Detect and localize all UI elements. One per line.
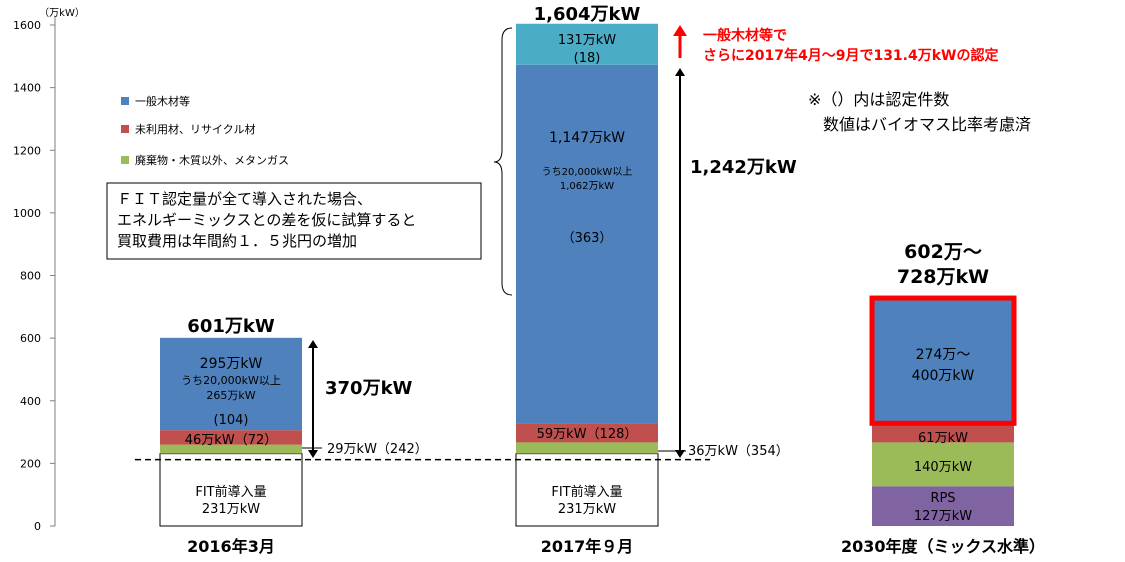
bar-segment bbox=[515, 453, 659, 527]
legend-label: 未利用材、リサイクル材 bbox=[135, 122, 255, 136]
bar-segment bbox=[872, 423, 1014, 443]
segment-label: 140万kW bbox=[914, 460, 972, 475]
segment-label: うち20,000kW以上 bbox=[181, 374, 281, 387]
diff-2016-arrow-head-up bbox=[308, 340, 318, 348]
remark-line: 数値はバイオマス比率考慮済 bbox=[823, 115, 1031, 134]
bar-segment bbox=[160, 430, 302, 445]
bar-segment bbox=[516, 423, 658, 443]
segment-label: FIT前導入量 bbox=[551, 484, 622, 500]
bar-segment bbox=[516, 64, 658, 424]
segment-label: 265万kW bbox=[206, 389, 255, 402]
segment-label: 231万kW bbox=[202, 502, 260, 517]
red-note-line: さらに2017年4月～9月で131.4万kWの認定 bbox=[703, 47, 998, 64]
segment-label: 59万kW（128） bbox=[537, 427, 638, 442]
segment-label: 274万～ bbox=[916, 347, 971, 363]
category-label: 2016年3月 bbox=[187, 537, 275, 556]
bar-segment bbox=[516, 23, 658, 65]
legend-swatch bbox=[121, 125, 129, 133]
y-tick-label: 1600 bbox=[13, 19, 41, 32]
segment-label: 231万kW bbox=[558, 502, 616, 517]
segment-label: 400万kW bbox=[912, 368, 975, 384]
small-2017-label: 36万kW（354） bbox=[688, 444, 789, 459]
note-box-line: エネルギーミックスとの差を仮に試算すると bbox=[117, 211, 416, 229]
category-label: 2017年９月 bbox=[541, 537, 634, 556]
bar-segment bbox=[872, 298, 1014, 424]
y-tick-label: 0 bbox=[34, 520, 41, 533]
note-box-line: ＦＩＴ認定量が全て導入された場合、 bbox=[117, 190, 372, 208]
y-axis: 0 200 400 600 800 1000 1200 1400 1600（万kW） bbox=[13, 7, 85, 533]
y-tick-label: 400 bbox=[20, 395, 41, 408]
y-axis-unit: （万kW） bbox=[39, 7, 85, 19]
total-label: 601万kW bbox=[187, 316, 275, 337]
legend-swatch bbox=[121, 156, 129, 164]
bar-segment bbox=[872, 442, 1014, 487]
total-label: 728万kW bbox=[897, 266, 989, 288]
y-tick-label: 200 bbox=[20, 457, 41, 470]
diff-2017-arrow-head-up bbox=[675, 68, 685, 76]
small-2016-label: 29万kW（242） bbox=[327, 442, 428, 457]
diff-2016-label: 370万kW bbox=[325, 378, 413, 399]
segment-label: (18) bbox=[574, 51, 601, 66]
y-tick-label: 1400 bbox=[13, 82, 41, 95]
segment-label: 61万kW bbox=[918, 431, 968, 446]
red-note-line: 一般木材等で bbox=[703, 27, 787, 44]
segment-label: （363） bbox=[562, 231, 613, 246]
total-label: 1,604万kW bbox=[534, 4, 641, 25]
category-label: 2030年度（ミックス水準） bbox=[841, 537, 1045, 556]
segment-label: うち20,000kW以上 bbox=[542, 166, 633, 178]
legend-label: 一般木材等 bbox=[135, 94, 190, 108]
segment-label: 295万kW bbox=[200, 356, 263, 372]
diff-2017-label: 1,242万kW bbox=[690, 157, 797, 178]
segment-label: (104) bbox=[214, 413, 249, 428]
stacked-bars bbox=[159, 23, 1014, 527]
segment-label: 1,147万kW bbox=[549, 130, 625, 146]
y-tick-label: 1000 bbox=[13, 207, 41, 220]
bar-labels: FIT前導入量 231万kW 46万kW（72） 295万kW うち20,000kW以上… bbox=[181, 4, 1045, 556]
y-tick-label: 600 bbox=[20, 332, 41, 345]
note-box bbox=[106, 182, 482, 260]
remark-line: ※（）内は認定件数 bbox=[808, 90, 949, 109]
bar-segment bbox=[160, 337, 302, 431]
mix-range-outline bbox=[869, 295, 1017, 426]
bar-segment bbox=[160, 444, 302, 454]
segment-label: 131万kW bbox=[558, 33, 616, 48]
segment-label: FIT前導入量 bbox=[195, 484, 266, 500]
total-label: 602万～ bbox=[904, 241, 982, 263]
bar-segment bbox=[872, 486, 1014, 526]
note-box-line: 買取費用は年間約１．５兆円の増加 bbox=[117, 232, 357, 250]
red-arrow-head bbox=[673, 25, 687, 36]
segment-label: 46万kW（72） bbox=[185, 433, 277, 448]
y-tick-label: 800 bbox=[20, 270, 41, 283]
diff-2017-arrow-head-down bbox=[675, 450, 685, 458]
segment-label: 127万kW bbox=[914, 509, 972, 524]
segment-label: 1,062万kW bbox=[560, 181, 614, 192]
diff-2016-arrow-head-down bbox=[308, 450, 318, 458]
y-tick-label: 1200 bbox=[13, 144, 41, 157]
legend-label: 廃棄物・木質以外、メタンガス bbox=[135, 153, 289, 167]
bar-segment bbox=[516, 442, 658, 454]
legend-swatch bbox=[121, 97, 129, 105]
bracket-2017 bbox=[493, 27, 513, 296]
segment-label: RPS bbox=[930, 491, 955, 506]
